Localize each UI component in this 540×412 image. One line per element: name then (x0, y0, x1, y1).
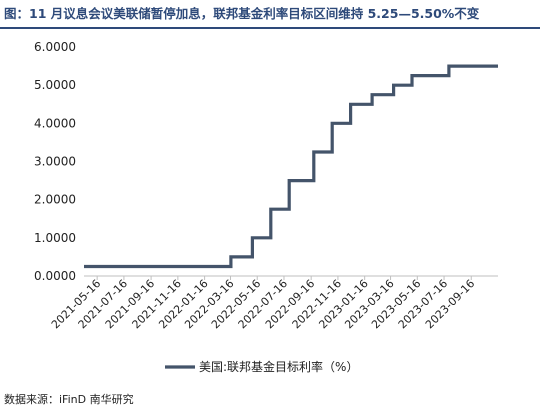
rate-chart: 0.0000 1.0000 2.0000 3.0000 4.0000 5.0000 6.00… (34, 40, 498, 374)
y-tick-label: 4.0000 (34, 116, 76, 130)
x-axis-ticks (96, 276, 472, 280)
y-tick-label: 2.0000 (34, 193, 76, 207)
legend: 美国:联邦基金目标利率（%） (165, 359, 358, 374)
figure-title: 图：11 月议息会议美联储暂停加息，联邦基金利率目标区间维持 5.25—5.50… (4, 6, 480, 21)
x-axis-labels: 2021-05-162021-07-162021-09-162021-11-16… (49, 277, 477, 331)
legend-label: 美国:联邦基金目标利率（%） (199, 359, 358, 374)
y-tick-label: 5.0000 (34, 78, 76, 92)
series-line-fed-funds-rate (84, 64, 498, 269)
y-tick-label: 1.0000 (34, 231, 76, 245)
y-tick-label: 0.0000 (34, 269, 76, 283)
title-divider (0, 27, 540, 29)
data-source-note: 数据来源：iFinD 南华研究 (4, 393, 134, 406)
y-tick-label: 6.0000 (34, 40, 76, 54)
y-tick-label: 3.0000 (34, 155, 76, 169)
y-axis-labels: 0.0000 1.0000 2.0000 3.0000 4.0000 5.0000 6.00… (34, 40, 76, 283)
